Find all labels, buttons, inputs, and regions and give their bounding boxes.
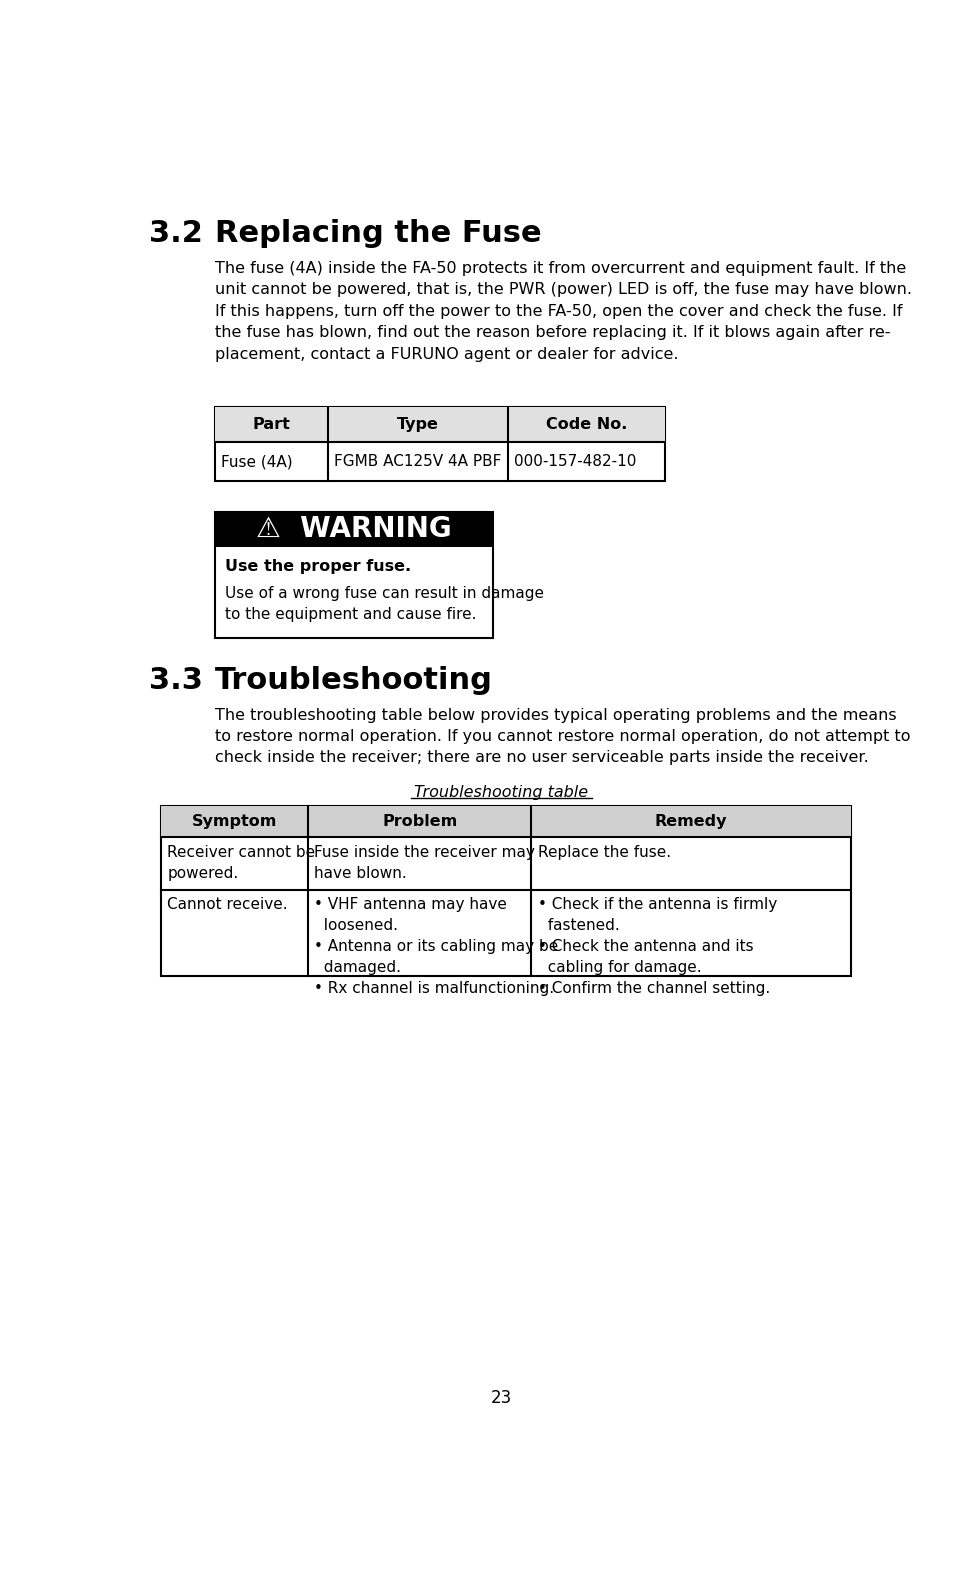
- Text: Problem: Problem: [382, 814, 457, 830]
- Bar: [161, 806, 850, 838]
- Bar: [215, 406, 664, 443]
- Text: Use of a wrong fuse can result in damage
to the equipment and cause fire.: Use of a wrong fuse can result in damage…: [225, 585, 543, 621]
- Text: Fuse (4A): Fuse (4A): [221, 454, 293, 470]
- Text: • Check if the antenna is firmly
  fastened.
• Check the antenna and its
  cabli: • Check if the antenna is firmly fastene…: [537, 898, 776, 996]
- Text: Type: Type: [397, 417, 439, 432]
- Text: The fuse (4A) inside the FA-50 protects it from overcurrent and equipment fault.: The fuse (4A) inside the FA-50 protects …: [215, 261, 912, 362]
- Bar: [215, 512, 492, 637]
- Text: Replace the fuse.: Replace the fuse.: [537, 844, 670, 860]
- Text: Receiver cannot be
powered.: Receiver cannot be powered.: [167, 844, 315, 881]
- Text: Remedy: Remedy: [655, 814, 727, 830]
- Text: Fuse inside the receiver may
have blown.: Fuse inside the receiver may have blown.: [315, 844, 534, 881]
- Text: Replacing the Fuse: Replacing the Fuse: [215, 220, 541, 248]
- Text: 3.3: 3.3: [149, 666, 203, 694]
- Text: ⚠  WARNING: ⚠ WARNING: [256, 515, 451, 544]
- Bar: [215, 406, 664, 481]
- Bar: [161, 806, 850, 975]
- Text: The troubleshooting table below provides typical operating problems and the mean: The troubleshooting table below provides…: [215, 708, 910, 765]
- Bar: [215, 512, 492, 547]
- Text: Symptom: Symptom: [191, 814, 277, 830]
- Text: FGMB AC125V 4A PBF: FGMB AC125V 4A PBF: [333, 454, 500, 470]
- Text: Part: Part: [252, 417, 290, 432]
- Text: Use the proper fuse.: Use the proper fuse.: [225, 560, 410, 574]
- Text: Troubleshooting: Troubleshooting: [215, 666, 492, 694]
- Text: 3.2: 3.2: [149, 220, 203, 248]
- Text: 23: 23: [490, 1390, 511, 1407]
- Text: Cannot receive.: Cannot receive.: [167, 898, 287, 912]
- Text: Troubleshooting table: Troubleshooting table: [413, 784, 588, 800]
- Text: Code No.: Code No.: [545, 417, 626, 432]
- Text: 000-157-482-10: 000-157-482-10: [514, 454, 636, 470]
- Text: • VHF antenna may have
  loosened.
• Antenna or its cabling may be
  damaged.
• : • VHF antenna may have loosened. • Anten…: [315, 898, 558, 996]
